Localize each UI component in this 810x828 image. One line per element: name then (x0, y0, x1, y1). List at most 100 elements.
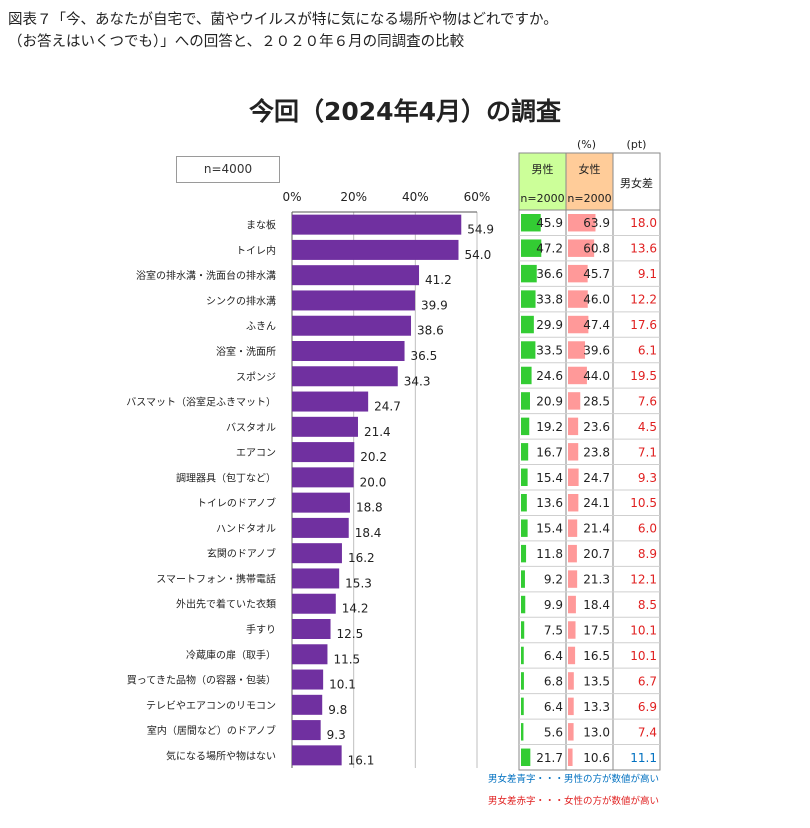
bar-value-label: 21.4 (364, 425, 391, 439)
male-value: 9.9 (544, 598, 563, 612)
female-cell-bar (568, 748, 573, 766)
bar (292, 265, 420, 286)
unit-points: (pt) (627, 138, 647, 151)
female-value: 23.6 (583, 420, 610, 434)
diff-value: 6.0 (638, 522, 657, 536)
female-value: 47.4 (583, 318, 610, 332)
male-cell-bar (521, 443, 529, 461)
female-cell-bar (568, 239, 595, 257)
category-label: まな板 (246, 219, 276, 232)
male-n: n=2000 (520, 192, 564, 205)
category-label: 調理器具（包丁など） (176, 471, 276, 484)
female-cell-bar (568, 468, 579, 486)
female-value: 28.5 (583, 394, 610, 408)
male-cell-bar (521, 723, 524, 741)
bar (292, 290, 416, 311)
bar-value-label: 54.9 (467, 223, 494, 237)
diff-value: 8.9 (638, 547, 657, 561)
diff-value: 17.6 (630, 318, 657, 332)
category-label: バスマット（浴室足ふきマット） (126, 396, 276, 409)
male-cell-bar (521, 315, 534, 334)
male-cell-bar (521, 494, 527, 512)
male-cell-bar (521, 341, 536, 359)
male-cell-bar (521, 672, 524, 690)
female-cell-bar (568, 697, 574, 716)
bar-value-label: 20.0 (360, 475, 387, 489)
female-cell-bar (568, 315, 589, 334)
male-value: 16.7 (536, 445, 563, 459)
chart-title: 今回（2024年4月）の調査 (249, 97, 561, 126)
bar-value-label: 12.5 (337, 627, 364, 641)
male-value: 47.2 (536, 242, 563, 256)
diff-value: 13.6 (630, 242, 657, 256)
male-cell-bar (521, 366, 532, 385)
female-value: 20.7 (583, 547, 610, 561)
male-value: 6.4 (544, 700, 563, 714)
bar (292, 341, 405, 361)
female-value: 24.1 (583, 496, 610, 510)
category-label: 浴室・洗面所 (216, 345, 276, 358)
female-cell-bar (568, 621, 576, 639)
male-cell-bar (521, 595, 526, 614)
bar (292, 593, 336, 614)
male-value: 36.6 (536, 267, 563, 281)
female-cell-bar (568, 392, 581, 410)
male-value: 9.2 (544, 573, 563, 587)
diff-value: 7.6 (638, 394, 657, 408)
bar-value-label: 9.8 (328, 703, 347, 717)
figure-caption-line2: （お答えはいくつでも）」への回答と、２０２０年６月の同調査の比較 (8, 34, 465, 50)
x-tick-label: 40% (402, 190, 429, 204)
male-cell-bar (521, 392, 530, 410)
bar-value-label: 11.5 (333, 652, 360, 666)
female-cell-bar (568, 494, 579, 512)
female-header-bg (566, 153, 613, 210)
bar (292, 694, 323, 715)
male-cell-bar (521, 570, 525, 588)
bar-value-label: 41.2 (425, 273, 452, 287)
male-value: 29.9 (536, 318, 563, 332)
diff-value: 7.1 (638, 445, 657, 459)
bar (292, 568, 340, 589)
bar (292, 644, 328, 665)
diff-value: 6.7 (638, 674, 657, 688)
bar-value-label: 16.1 (348, 753, 375, 767)
x-tick-label: 0% (282, 190, 301, 204)
bar-value-label: 18.4 (355, 526, 382, 540)
bar (292, 391, 369, 412)
male-value: 15.4 (536, 522, 563, 536)
category-label: バスタオル (226, 422, 276, 434)
bar (292, 492, 350, 513)
female-cell-bar (568, 417, 579, 436)
diff-header: 男女差 (620, 176, 653, 190)
female-value: 10.6 (583, 751, 610, 765)
bar-value-label: 54.0 (465, 248, 492, 262)
bar (292, 467, 354, 488)
category-label: ふきん (246, 321, 276, 333)
bar-value-label: 36.5 (411, 349, 438, 363)
diff-value: 9.3 (638, 471, 657, 485)
female-value: 18.4 (583, 598, 610, 612)
bar-value-label: 38.6 (417, 324, 444, 338)
x-tick-label: 60% (464, 190, 491, 204)
female-value: 45.7 (583, 267, 610, 281)
female-value: 60.8 (583, 242, 610, 256)
male-cell-bar (521, 697, 524, 716)
female-cell-bar (568, 646, 576, 665)
bar-value-label: 24.7 (374, 400, 401, 414)
bar-value-label: 15.3 (345, 576, 372, 590)
diff-value: 18.0 (630, 216, 657, 230)
male-cell-bar (521, 417, 530, 436)
female-n: n=2000 (567, 192, 611, 205)
male-value: 6.8 (544, 674, 563, 688)
female-value: 16.5 (583, 649, 610, 663)
female-cell-bar (568, 264, 588, 283)
category-label: トイレ内 (236, 244, 276, 257)
diff-value: 8.5 (638, 598, 657, 612)
category-label: ハンドタオル (216, 523, 276, 535)
bar (292, 214, 462, 235)
female-cell-bar (568, 595, 576, 614)
category-label: 外出先で着ていた衣類 (176, 598, 276, 611)
male-cell-bar (521, 264, 537, 283)
female-value: 24.7 (583, 471, 610, 485)
